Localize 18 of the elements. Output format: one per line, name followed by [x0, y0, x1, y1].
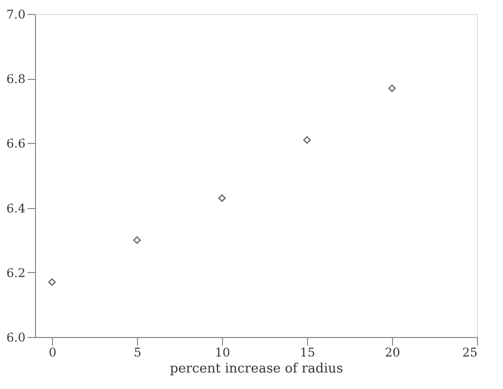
y-tick-label: 7.0 [6, 8, 26, 22]
x-tick-label: 5 [134, 346, 142, 360]
point [388, 84, 396, 92]
y-tick-label: 6.2 [6, 266, 26, 280]
y-tick-label: 6.8 [6, 72, 26, 86]
y-tick-label: 6.4 [6, 201, 26, 216]
point [303, 136, 311, 144]
x-tick-label: 25 [462, 346, 478, 360]
point [218, 194, 226, 202]
x-tick-label: 15 [300, 346, 316, 360]
point [133, 236, 141, 244]
y-tick-label: 6.6 [6, 136, 26, 151]
point [48, 278, 56, 286]
x-tick-label: 20 [384, 346, 400, 360]
x-tick-label: 10 [214, 346, 230, 360]
x-axis-title: percent increase of radius [170, 362, 344, 376]
x-tick-label: 0 [48, 346, 56, 360]
y-tick-label: 6.0 [6, 330, 26, 344]
